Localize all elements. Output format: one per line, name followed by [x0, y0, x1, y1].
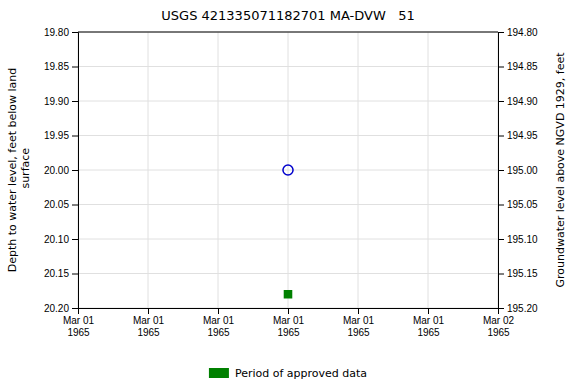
y-tick: 19.95 [44, 130, 78, 141]
tick-mark [498, 67, 504, 68]
x-tick: Mar 011965 [133, 308, 165, 338]
y2-axis: 195.20 195.15 195.10 195.05 195.00 194.95 194.… [498, 27, 538, 314]
y2-tick-label: 195.05 [507, 199, 538, 210]
tick-mark [498, 274, 504, 275]
tick-mark [288, 308, 289, 314]
y2-tick: 195.10 [498, 234, 538, 245]
grid-line [78, 170, 498, 171]
x-tick-label: Mar 011965 [343, 315, 375, 338]
legend-label: Period of approved data [235, 367, 367, 380]
y2-tick-label: 195.10 [507, 234, 538, 245]
point [283, 165, 293, 175]
tick-mark [72, 101, 78, 102]
y-tick-label: 19.90 [44, 96, 69, 107]
tick-mark [148, 308, 149, 314]
x-tick: Mar 011965 [413, 308, 445, 338]
y-tick: 20.10 [44, 234, 78, 245]
y2-tick: 195.20 [498, 303, 538, 314]
plot-area: Mar 011965 Mar 011965 Mar 011965 Mar 011965… [44, 27, 538, 338]
x-tick-label: Mar 011965 [133, 315, 165, 338]
tick-mark [72, 67, 78, 68]
marks [283, 165, 293, 298]
y-tick: 20.05 [44, 199, 78, 210]
tick-mark [358, 308, 359, 314]
tick-mark [498, 136, 504, 137]
tick-mark [72, 274, 78, 275]
x-axis: Mar 011965 Mar 011965 Mar 011965 Mar 011965… [63, 308, 515, 338]
y-tick-label: 20.15 [44, 268, 69, 279]
y-tick-label: 20.20 [44, 303, 69, 314]
x-tick: Mar 011965 [343, 308, 375, 338]
y2-tick: 195.05 [498, 199, 538, 210]
grid-line [78, 101, 498, 102]
x-tick-label: Mar 011965 [203, 315, 235, 338]
tick-mark [498, 32, 504, 33]
x-tick-label: Mar 011965 [273, 315, 305, 338]
point [284, 291, 291, 298]
grid-line [78, 273, 498, 274]
y-tick-label: 19.85 [44, 61, 69, 72]
title: USGS 421335071182701 MA-DVW 51 [161, 8, 414, 23]
grid-line [78, 66, 498, 67]
grid-line [78, 239, 498, 240]
x-tick: Mar 011965 [203, 308, 235, 338]
grid-line [78, 32, 498, 33]
chart: Mar 011965 Mar 011965 Mar 011965 Mar 011965… [0, 0, 576, 384]
y-axis-label: Depth to water level, feet below land su… [6, 68, 32, 273]
tick-mark [498, 205, 504, 206]
y2-tick: 194.80 [498, 27, 538, 38]
y2-tick-label: 195.15 [507, 268, 538, 279]
y-tick: 19.80 [44, 27, 78, 38]
y2-tick-label: 194.85 [507, 61, 538, 72]
y2-tick-label: 194.90 [507, 96, 538, 107]
axis-line [499, 33, 505, 309]
y2-axis-label: Groundwater level above NGVD 1929, feet [554, 52, 567, 288]
y-tick: 20.00 [44, 165, 78, 176]
axis-line [72, 33, 79, 309]
y-tick: 19.90 [44, 96, 78, 107]
tick-mark [72, 136, 78, 137]
tick-mark [72, 205, 78, 206]
tick-mark [72, 170, 78, 171]
y2-tick-label: 195.00 [507, 165, 538, 176]
tick-mark [498, 170, 504, 171]
y2-tick: 194.90 [498, 96, 538, 107]
x-tick-label: Mar 021965 [483, 315, 515, 338]
y2-tick-label: 194.95 [507, 130, 538, 141]
tick-mark [72, 308, 78, 309]
y2-tick: 195.15 [498, 268, 538, 279]
axis-line [79, 309, 499, 315]
y-tick-label: 19.95 [44, 130, 69, 141]
legend-swatch [209, 368, 229, 378]
y-tick-label: 20.10 [44, 234, 69, 245]
y2-tick-label: 194.80 [507, 27, 538, 38]
y2-tick: 195.00 [498, 165, 538, 176]
y2-tick-label: 195.20 [507, 303, 538, 314]
y-tick-label: 20.05 [44, 199, 69, 210]
y-axis: 19.80 19.85 19.90 19.95 20.00 20.05 20.10 20.15… [44, 27, 79, 314]
grid [78, 32, 498, 308]
tick-mark [72, 239, 78, 240]
tick-mark [498, 239, 504, 240]
x-tick-label: Mar 011965 [63, 315, 95, 338]
x-tick-label: Mar 011965 [413, 315, 445, 338]
y-tick-label: 20.00 [44, 165, 69, 176]
grid-line [78, 135, 498, 136]
legend-item: Period of approved data [209, 367, 367, 380]
y-tick-label: 19.80 [44, 27, 69, 38]
x-tick: Mar 011965 [273, 308, 305, 338]
frame-line [78, 32, 498, 33]
y-tick: 20.15 [44, 268, 78, 279]
legend: Period of approved data [209, 367, 367, 380]
y2-tick: 194.85 [498, 61, 538, 72]
tick-mark [72, 32, 78, 33]
tick-mark [498, 308, 504, 309]
tick-mark [428, 308, 429, 314]
y2-tick: 194.95 [498, 130, 538, 141]
y-tick: 19.85 [44, 61, 78, 72]
tick-mark [218, 308, 219, 314]
grid-line [78, 204, 498, 205]
y-tick: 20.20 [44, 303, 78, 314]
tick-mark [498, 101, 504, 102]
